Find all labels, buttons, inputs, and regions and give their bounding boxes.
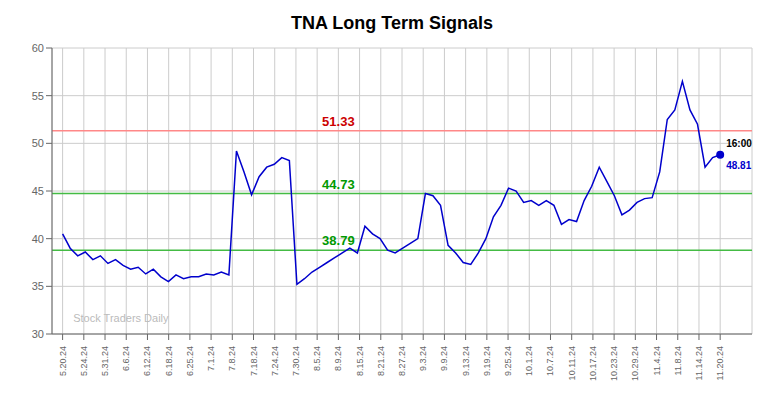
svg-text:50: 50 [32,137,44,149]
svg-text:7.24.24: 7.24.24 [270,346,280,376]
svg-text:48.81: 48.81 [726,160,751,171]
svg-text:7.18.24: 7.18.24 [249,346,259,376]
svg-text:7.8.24: 7.8.24 [227,346,237,371]
svg-text:9.19.24: 9.19.24 [482,346,492,376]
svg-text:8.9.24: 8.9.24 [333,346,343,371]
svg-text:8.27.24: 8.27.24 [397,346,407,376]
svg-text:11.8.24: 11.8.24 [673,346,683,375]
svg-text:16:00: 16:00 [726,138,752,149]
svg-text:8.5.24: 8.5.24 [312,346,322,371]
svg-text:5.24.24: 5.24.24 [79,346,89,376]
svg-text:10.1.24: 10.1.24 [524,346,534,376]
svg-text:11.4.24: 11.4.24 [652,346,662,375]
svg-text:45: 45 [32,185,44,197]
svg-text:9.13.24: 9.13.24 [461,346,471,376]
svg-text:30: 30 [32,328,44,340]
svg-text:5.31.24: 5.31.24 [100,346,110,376]
svg-text:Stock Traders Daily: Stock Traders Daily [73,312,169,324]
svg-text:35: 35 [32,280,44,292]
svg-text:6.25.24: 6.25.24 [185,346,195,376]
svg-text:11.20.24: 11.20.24 [715,346,725,380]
html-text:TNA Long Term Signals: TNA Long Term Signals [291,13,493,33]
svg-text:9.9.24: 9.9.24 [439,346,449,371]
svg-text:8.15.24: 8.15.24 [355,346,365,376]
svg-text:9.3.24: 9.3.24 [418,346,428,371]
svg-text:6.18.24: 6.18.24 [164,346,174,376]
svg-text:5.20.24: 5.20.24 [58,346,68,376]
svg-text:6.12.24: 6.12.24 [142,346,152,376]
svg-text:11.14.24: 11.14.24 [694,346,704,380]
svg-text:8.21.24: 8.21.24 [376,346,386,376]
svg-text:51.33: 51.33 [322,114,355,129]
svg-text:60: 60 [32,42,44,54]
svg-text:38.79: 38.79 [322,233,355,248]
svg-text:9.25.24: 9.25.24 [503,346,513,376]
svg-text:40: 40 [32,233,44,245]
svg-text:10.17.24: 10.17.24 [588,346,598,381]
svg-text:7.30.24: 7.30.24 [291,346,301,376]
svg-text:10.11.24: 10.11.24 [567,346,577,380]
svg-text:10.23.24: 10.23.24 [609,346,619,381]
svg-text:6.6.24: 6.6.24 [121,346,131,371]
svg-text:7.1.24: 7.1.24 [206,346,216,371]
svg-text:55: 55 [32,90,44,102]
svg-text:10.29.24: 10.29.24 [630,346,640,381]
svg-text:44.73: 44.73 [322,177,355,192]
svg-text:10.7.24: 10.7.24 [545,346,555,376]
